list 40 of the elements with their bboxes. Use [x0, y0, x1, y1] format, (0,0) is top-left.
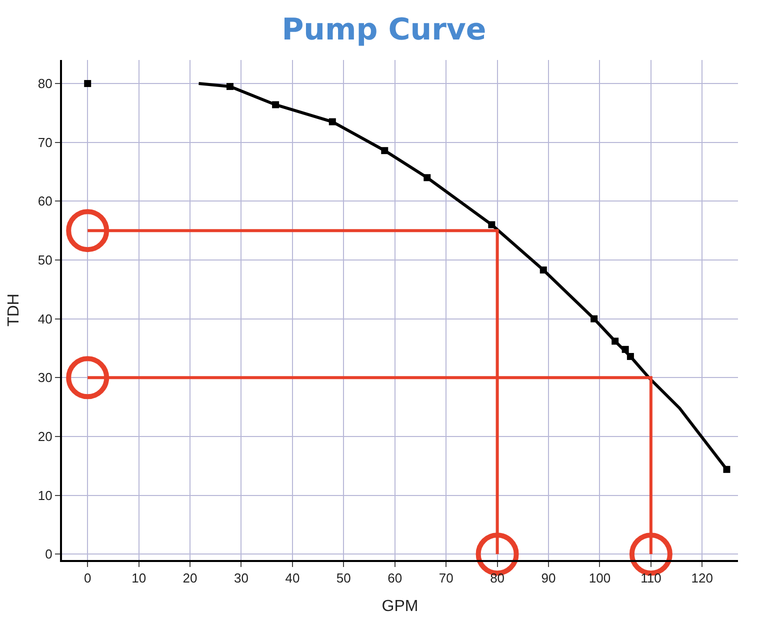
- x-tick-label: 0: [84, 570, 92, 586]
- point: [272, 101, 280, 108]
- point: [381, 147, 388, 154]
- y-tick-label: 30: [38, 370, 52, 386]
- point: [723, 466, 730, 473]
- x-tick-label: 30: [234, 570, 248, 586]
- y-tick-label: 0: [45, 546, 52, 562]
- x-tick-label: 60: [388, 570, 402, 586]
- y-axis-title: TDH: [5, 294, 22, 326]
- y-tick-label: 50: [38, 252, 52, 268]
- y-tick-label: 10: [38, 488, 52, 503]
- x-tick-label: 110: [640, 570, 662, 586]
- y-tick-label: 40: [38, 311, 52, 326]
- x-tick-label: 90: [541, 570, 556, 586]
- point: [488, 221, 496, 228]
- point: [84, 80, 92, 88]
- x-tick-label: 100: [588, 570, 611, 586]
- x-tick-label: 120: [691, 570, 713, 586]
- x-tick-label: 80: [490, 570, 505, 586]
- x-tick-label: 10: [132, 570, 146, 586]
- point: [540, 266, 547, 274]
- x-tick-label: 20: [182, 570, 198, 586]
- point: [622, 346, 629, 353]
- y-tick-label: 80: [38, 76, 52, 92]
- point: [66, 209, 110, 252]
- y-tick-label: 70: [38, 134, 52, 150]
- x-axis-title: GPM: [382, 598, 418, 615]
- x-tick-label: 40: [285, 570, 300, 586]
- x-tick-label: 70: [438, 570, 454, 586]
- y-tick-label: 20: [38, 429, 52, 444]
- chart-title: Pump Curve: [282, 12, 486, 48]
- point: [626, 352, 634, 360]
- point: [612, 338, 619, 345]
- point: [226, 82, 234, 90]
- point: [66, 356, 110, 400]
- point: [590, 315, 598, 322]
- x-tick-label: 50: [336, 570, 351, 586]
- point: [424, 174, 431, 182]
- point: [328, 118, 336, 126]
- y-tick-label: 60: [38, 194, 52, 209]
